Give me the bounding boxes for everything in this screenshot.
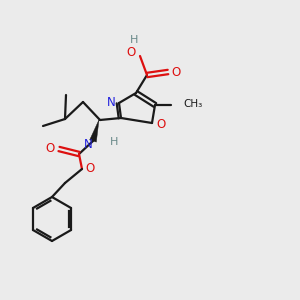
Text: O: O	[45, 142, 55, 155]
Text: O: O	[156, 118, 166, 131]
Text: O: O	[85, 163, 94, 176]
Text: H: H	[110, 137, 118, 147]
Text: O: O	[171, 65, 181, 79]
Polygon shape	[90, 120, 99, 142]
Text: N: N	[106, 95, 116, 109]
Text: N: N	[84, 137, 92, 151]
Text: CH₃: CH₃	[183, 99, 202, 109]
Text: O: O	[126, 46, 136, 59]
Text: H: H	[130, 35, 138, 45]
